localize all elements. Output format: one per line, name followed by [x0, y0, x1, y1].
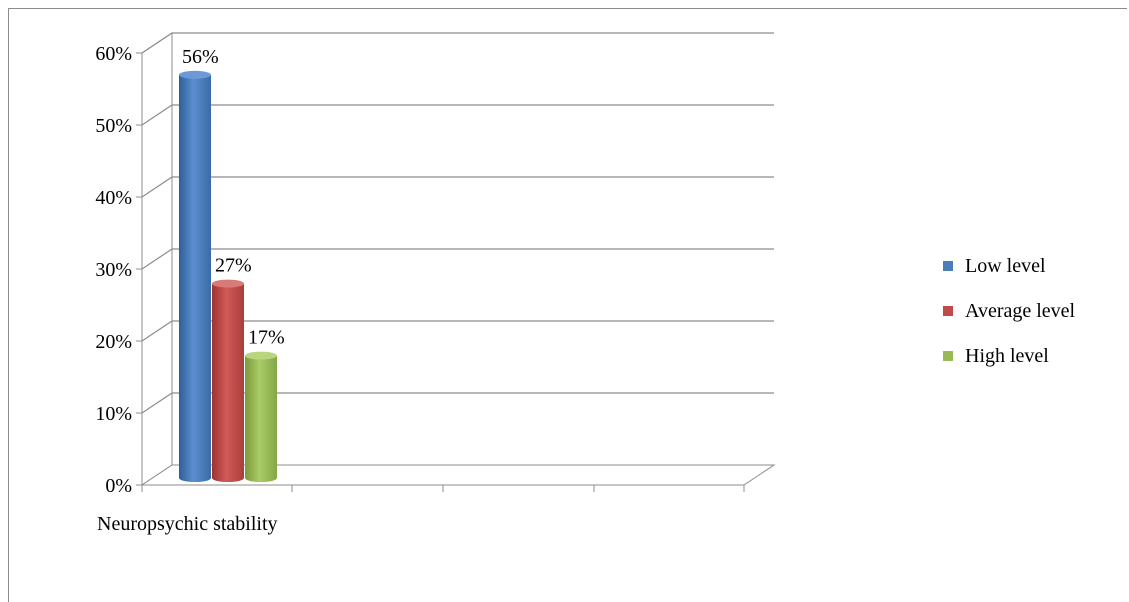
gridline [141, 176, 774, 198]
bar-average-level [212, 279, 244, 482]
data-label: 27% [215, 255, 252, 277]
bar-body [245, 355, 277, 482]
bars [179, 70, 277, 483]
data-label: 56% [182, 46, 219, 68]
y-tick-label: 10% [95, 403, 132, 425]
gridline [141, 104, 774, 126]
bar-high-level [245, 351, 277, 482]
x-category-label: Neuropsychic stability [97, 513, 278, 535]
floor [140, 464, 776, 486]
y-tick-label: 50% [95, 115, 132, 137]
bar-body [212, 283, 244, 482]
y-tick-label: 60% [95, 43, 132, 65]
bar-top [245, 351, 277, 360]
bar-top [179, 70, 211, 79]
y-tick-label: 0% [105, 475, 132, 497]
legend-label-high-level: High level [965, 345, 1049, 367]
x-axis-ticks [141, 485, 745, 492]
legend-swatch-average-level [943, 306, 953, 316]
gridline [141, 392, 774, 414]
gridlines [136, 32, 774, 486]
legend-label-average-level: Average level [965, 300, 1076, 322]
y-tick-label: 40% [95, 187, 132, 209]
legend-label-low-level: Low level [965, 255, 1046, 277]
data-labels: 56% 27% 17% [182, 46, 285, 349]
gridline [141, 32, 774, 54]
data-label: 17% [248, 327, 285, 349]
y-tick-label: 30% [95, 259, 132, 281]
legend-swatch-low-level [943, 261, 953, 271]
legend-swatch-high-level [943, 351, 953, 361]
y-axis-tick-labels: 0% 10% 20% 30% 40% 50% 60% [95, 43, 132, 497]
gridline [141, 248, 774, 270]
gridline [141, 320, 774, 342]
bar-body [179, 74, 211, 483]
bar-low-level [179, 70, 211, 483]
bar-top [212, 279, 244, 288]
y-tick-label: 20% [95, 331, 132, 353]
